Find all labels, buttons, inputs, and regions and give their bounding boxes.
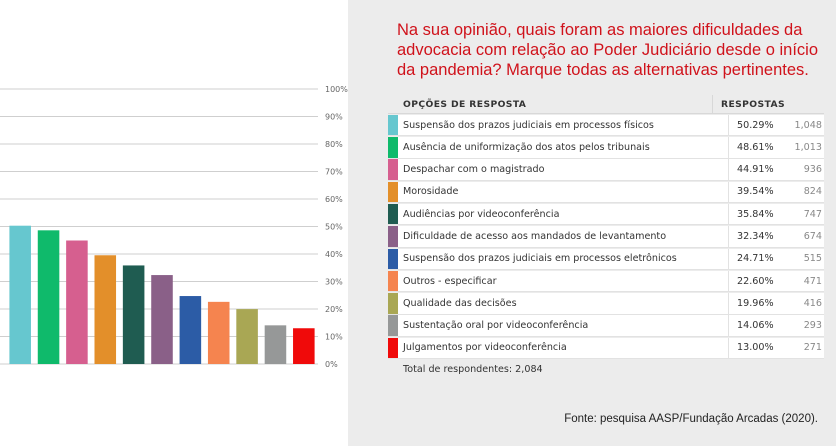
bar — [293, 328, 315, 364]
bar — [236, 309, 258, 364]
y-tick-label: 100% — [325, 85, 348, 94]
row-percent: 14.06% — [728, 315, 780, 336]
table-row: Audiências por videoconferência 35.84% 747 — [388, 204, 824, 226]
row-count: 416 — [803, 297, 822, 309]
bar — [264, 325, 287, 364]
y-tick-label: 50% — [325, 223, 343, 232]
color-swatch — [388, 159, 398, 180]
bar — [151, 275, 173, 364]
table-row: Ausência de uniformização dos atos pelos… — [388, 137, 824, 159]
header-option: OPÇÕES DE RESPOSTA — [403, 98, 527, 110]
table-row: Outros - especificar 22.60% 471 — [388, 270, 824, 293]
row-count: 747 — [803, 208, 822, 220]
row-label: Suspensão dos prazos judiciais em proces… — [403, 119, 654, 131]
color-swatch — [388, 337, 398, 359]
table-row: Dificuldade de acesso aos mandados de le… — [388, 226, 824, 248]
row-label: Suspensão dos prazos judiciais em proces… — [403, 253, 677, 265]
row-label: Qualidade das decisões — [403, 297, 517, 309]
results-table: OPÇÕES DE RESPOSTA RESPOSTAS Suspensão d… — [388, 95, 824, 379]
header-response: RESPOSTAS — [712, 95, 785, 113]
row-percent: 19.96% — [728, 293, 780, 314]
bar — [207, 301, 230, 364]
row-percent: 50.29% — [728, 114, 780, 136]
y-tick-label: 70% — [325, 168, 343, 177]
row-label: Dificuldade de acesso aos mandados de le… — [403, 230, 667, 242]
y-tick-label: 60% — [325, 195, 343, 204]
bar — [37, 230, 60, 364]
row-count: 824 — [803, 186, 822, 198]
y-tick-label: 0% — [325, 360, 338, 369]
bar — [94, 255, 117, 364]
row-percent: 22.60% — [728, 270, 780, 292]
row-percent: 13.00% — [728, 337, 780, 359]
table-row: Qualidade das decisões 19.96% 416 — [388, 293, 824, 315]
row-label: Outros - especificar — [403, 275, 497, 287]
bar — [179, 296, 202, 364]
table-header: OPÇÕES DE RESPOSTA RESPOSTAS — [388, 95, 824, 114]
row-percent: 44.91% — [728, 159, 780, 180]
y-tick-label: 30% — [325, 278, 343, 287]
row-label: Audiências por videoconferência — [403, 208, 560, 220]
chart-panel: 0% 10% 20% 30% 40% 50% 60% 70% 80% 90% 100% — [0, 0, 362, 446]
row-label: Despachar com o magistrado — [403, 164, 545, 176]
row-count: 271 — [803, 342, 822, 354]
table-row: Suspensão dos prazos judiciais em proces… — [388, 114, 824, 137]
color-swatch — [388, 137, 398, 158]
row-label: Sustentação oral por videoconferência — [403, 320, 589, 332]
row-percent: 32.34% — [728, 226, 780, 247]
bar — [9, 225, 31, 364]
bar-chart: 0% 10% 20% 30% 40% 50% 60% 70% 80% 90% 100% — [0, 85, 348, 369]
bar — [66, 240, 88, 364]
row-count: 936 — [803, 164, 822, 176]
color-swatch — [388, 181, 398, 203]
color-swatch — [388, 204, 398, 225]
y-tick-label: 80% — [325, 140, 343, 149]
y-tick-label: 10% — [325, 333, 343, 342]
total-respondents: Total de respondentes: 2,084 — [403, 363, 543, 375]
row-percent: 24.71% — [728, 248, 780, 269]
color-swatch — [388, 114, 398, 136]
row-label: Julgamentos por videoconferência — [403, 342, 567, 354]
color-swatch — [388, 226, 398, 247]
row-percent: 35.84% — [728, 204, 780, 225]
color-swatch — [388, 315, 398, 336]
row-count: 471 — [803, 275, 822, 287]
table-row: Morosidade 39.54% 824 — [388, 181, 824, 204]
color-swatch — [388, 293, 398, 314]
row-count: 674 — [803, 230, 822, 242]
row-percent: 48.61% — [728, 137, 780, 158]
table-row: Sustentação oral por videoconferência 14.… — [388, 315, 824, 337]
row-count: 293 — [803, 320, 822, 332]
row-label: Morosidade — [403, 186, 459, 198]
row-count: 1,013 — [794, 141, 822, 153]
row-count: 515 — [803, 253, 822, 265]
y-tick-label: 40% — [325, 250, 343, 259]
row-label: Ausência de uniformização dos atos pelos… — [403, 141, 650, 153]
row-count: 1,048 — [794, 119, 822, 131]
survey-question: Na sua opinião, quais foram as maiores d… — [397, 21, 818, 79]
source-note: Fonte: pesquisa AASP/Fundação Arcadas (2… — [564, 413, 818, 425]
y-tick-label: 90% — [325, 113, 343, 122]
color-swatch — [388, 248, 398, 269]
y-tick-label: 20% — [325, 305, 343, 314]
bar — [122, 265, 145, 364]
color-swatch — [388, 270, 398, 292]
table-row: Despachar com o magistrado 44.91% 936 — [388, 159, 824, 181]
table-row: Suspensão dos prazos judiciais em proces… — [388, 248, 824, 270]
table-body: Suspensão dos prazos judiciais em proces… — [388, 114, 824, 360]
row-percent: 39.54% — [728, 181, 780, 203]
table-row: Julgamentos por videoconferência 13.00% 27… — [388, 337, 824, 360]
